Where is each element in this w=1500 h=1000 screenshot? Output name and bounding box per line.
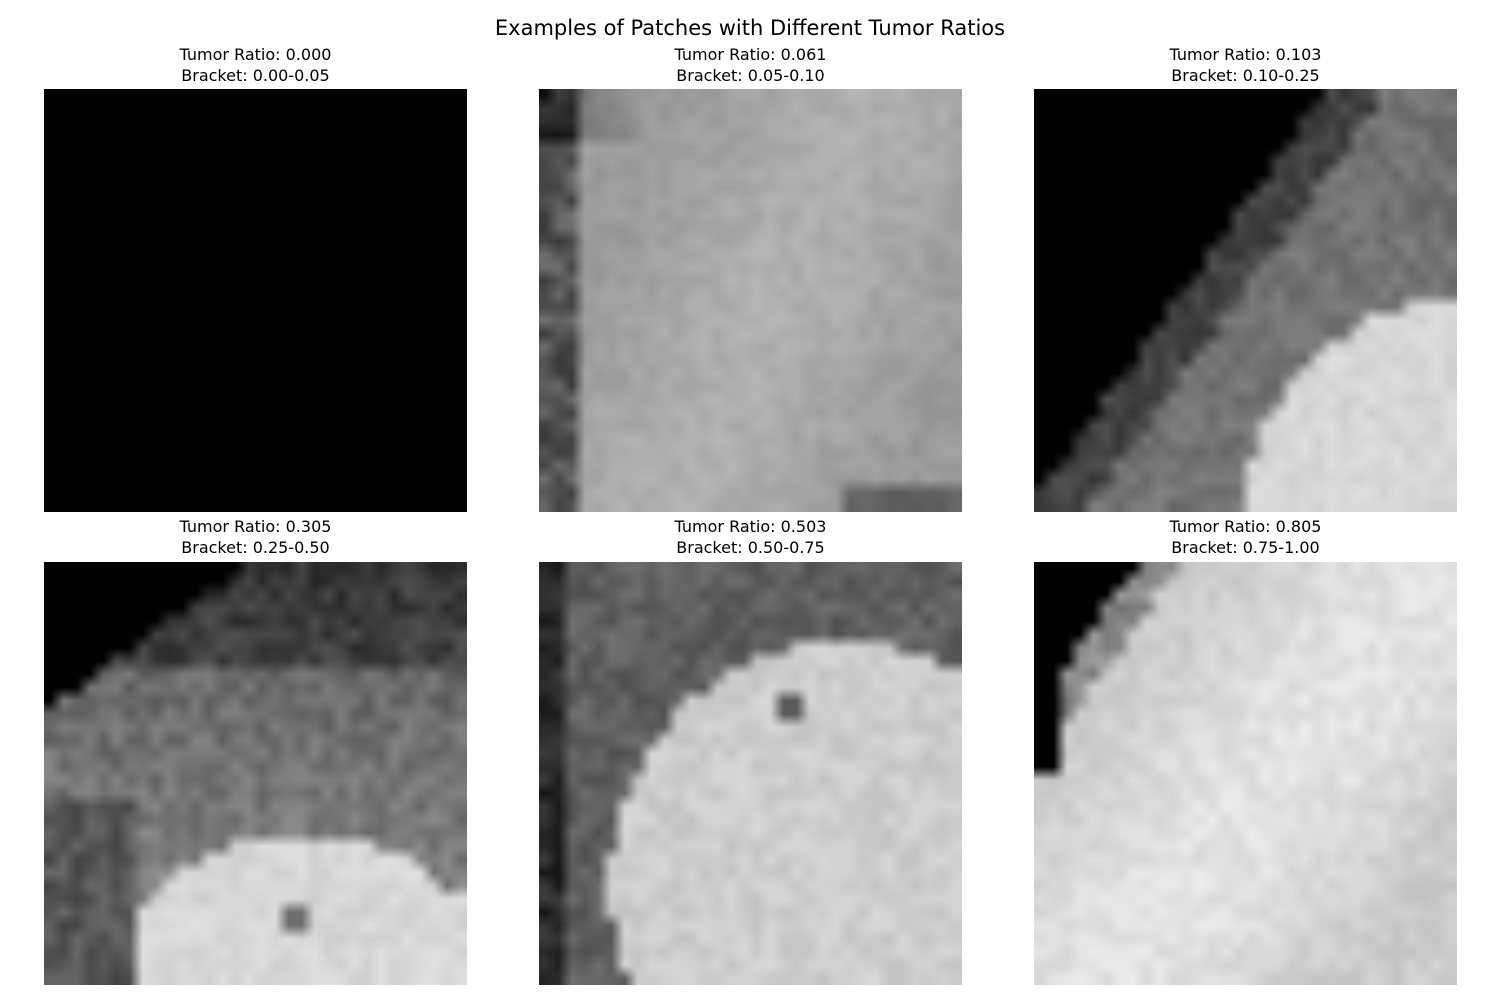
mri-patch-image — [44, 89, 467, 512]
bracket-label: Bracket: 0.75-1.00 — [1171, 538, 1320, 557]
panel-title: Tumor Ratio: 0.305 Bracket: 0.25-0.50 — [44, 516, 467, 558]
tumor-ratio-label: Tumor Ratio: 0.103 — [1169, 45, 1322, 64]
mri-patch-image — [539, 562, 962, 985]
panel-title: Tumor Ratio: 0.503 Bracket: 0.50-0.75 — [539, 516, 962, 558]
mri-patch-image — [44, 562, 467, 985]
figure-title: Examples of Patches with Different Tumor… — [494, 16, 1006, 40]
bracket-label: Bracket: 0.00-0.05 — [181, 66, 330, 85]
tumor-ratio-label: Tumor Ratio: 0.000 — [179, 45, 332, 64]
bracket-label: Bracket: 0.10-0.25 — [1171, 66, 1320, 85]
panel-title: Tumor Ratio: 0.103 Bracket: 0.10-0.25 — [1034, 44, 1457, 86]
bracket-label: Bracket: 0.25-0.50 — [181, 538, 330, 557]
mri-patch-image — [1034, 89, 1457, 512]
tumor-ratio-label: Tumor Ratio: 0.805 — [1169, 517, 1322, 536]
panel-title: Tumor Ratio: 0.061 Bracket: 0.05-0.10 — [539, 44, 962, 86]
tumor-ratio-label: Tumor Ratio: 0.503 — [674, 517, 827, 536]
mri-patch-image — [539, 89, 962, 512]
mri-patch-image — [1034, 562, 1457, 985]
tumor-ratio-label: Tumor Ratio: 0.061 — [674, 45, 827, 64]
panel-title: Tumor Ratio: 0.805 Bracket: 0.75-1.00 — [1034, 516, 1457, 558]
bracket-label: Bracket: 0.05-0.10 — [676, 66, 825, 85]
bracket-label: Bracket: 0.50-0.75 — [676, 538, 825, 557]
tumor-ratio-label: Tumor Ratio: 0.305 — [179, 517, 332, 536]
panel-title: Tumor Ratio: 0.000 Bracket: 0.00-0.05 — [44, 44, 467, 86]
